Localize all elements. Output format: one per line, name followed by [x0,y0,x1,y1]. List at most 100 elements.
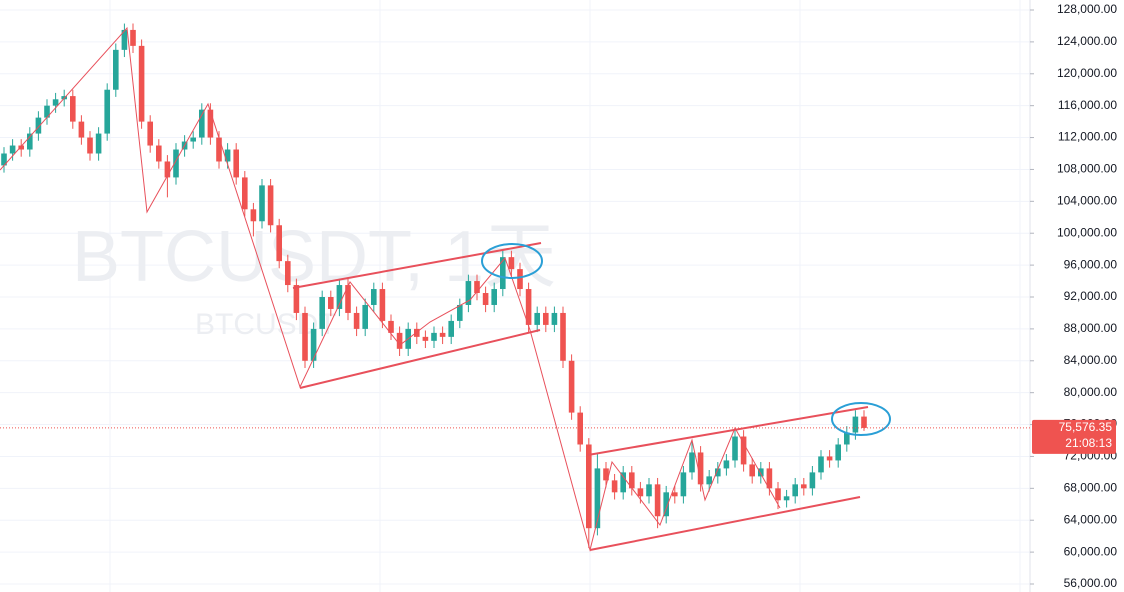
candle-body [482,293,489,305]
candle-body [216,137,222,162]
candle-body [18,145,24,150]
candle-body [646,484,652,497]
candle-body [27,133,33,150]
candle-body [775,488,781,501]
candle-body [199,109,205,138]
candle-body [758,468,764,477]
candle-body [310,328,317,361]
drawings [0,26,891,552]
candle-body [835,444,841,461]
candle-body [663,492,669,517]
candle-body [439,332,446,337]
candle-body [654,484,661,517]
candle-body [44,105,50,118]
candle-body [104,89,110,134]
candle-body [138,45,145,122]
candle-body [35,117,42,134]
last-price-label: 75,576.35 [1059,420,1113,434]
candle-body [233,149,239,178]
candle-body [508,257,515,270]
y-tick-label: 88,000.00 [1064,321,1118,335]
candle-body [448,320,454,337]
channel-bottom [299,329,541,389]
candle-body [328,297,334,309]
candle-body [87,137,93,154]
candle-body [121,29,128,50]
y-tick-label: 96,000.00 [1064,257,1118,271]
highlight-circle [481,243,543,279]
candle-body [826,456,833,461]
candle-body [379,289,386,321]
candle-body [525,289,532,325]
y-tick-label: 56,000.00 [1064,576,1118,590]
candle-body [792,484,798,497]
candle-body [577,412,583,445]
y-tick-label: 116,000.00 [1058,98,1117,112]
candle-body [319,297,325,329]
candle-body [543,312,549,325]
candle-body [267,185,274,226]
candle-body [336,285,343,309]
y-tick-label: 92,000.00 [1064,289,1118,303]
candle-body [852,416,859,433]
candle-body [396,332,403,349]
candle-body [680,472,687,497]
y-tick-label: 100,000.00 [1057,225,1117,239]
candle-body [242,177,248,210]
candle-body [620,472,626,493]
candle-body [611,480,618,493]
candle-body [723,460,730,469]
price-axis [1030,0,1124,592]
candle-body [371,289,377,305]
candle-body [224,149,231,162]
candle-body [783,496,790,501]
candle-body [715,468,721,477]
candle-body [637,488,644,497]
candle-body [173,149,179,178]
y-tick-label: 120,000.00 [1057,66,1117,80]
candle-body [586,444,592,529]
channel-bottom [589,496,861,551]
candle-body [293,285,300,313]
candle-body [491,289,497,305]
candle-body [560,312,566,361]
candle-body [156,145,162,162]
candle-body [190,137,196,142]
y-tick-label: 104,000.00 [1057,194,1117,208]
candle-body [147,121,153,146]
candle-body [259,185,265,222]
candle-body [52,99,59,106]
candle-body [285,261,291,286]
candle-body [766,468,773,489]
candle-body [276,225,282,262]
candle-body [431,332,437,341]
candle-body [594,468,601,529]
candle-body [629,472,635,489]
candle-body [113,49,119,90]
candle-body [457,304,463,321]
grid [0,0,1030,592]
y-tick-label: 60,000.00 [1064,544,1118,558]
candle-body [362,304,368,329]
y-tick-label: 80,000.00 [1064,385,1118,399]
candle-body [474,281,480,294]
y-tick-label: 112,000.00 [1058,130,1117,144]
candle-body [70,96,76,122]
candle-body [551,312,558,325]
candle-body [534,312,540,325]
y-tick-label: 108,000.00 [1057,162,1117,176]
candle-body [603,468,609,481]
candle-body [801,484,807,489]
candle-body [749,464,755,477]
candle-body [422,336,429,341]
candle-body [697,452,704,485]
channel-top [587,406,869,456]
countdown: 21:08:13 [1065,436,1112,450]
candle-body [500,257,506,290]
candle-body [689,452,695,473]
candle-body [706,476,712,485]
candle-body [844,432,850,445]
candle-body [414,328,420,337]
candle-body [732,436,738,461]
